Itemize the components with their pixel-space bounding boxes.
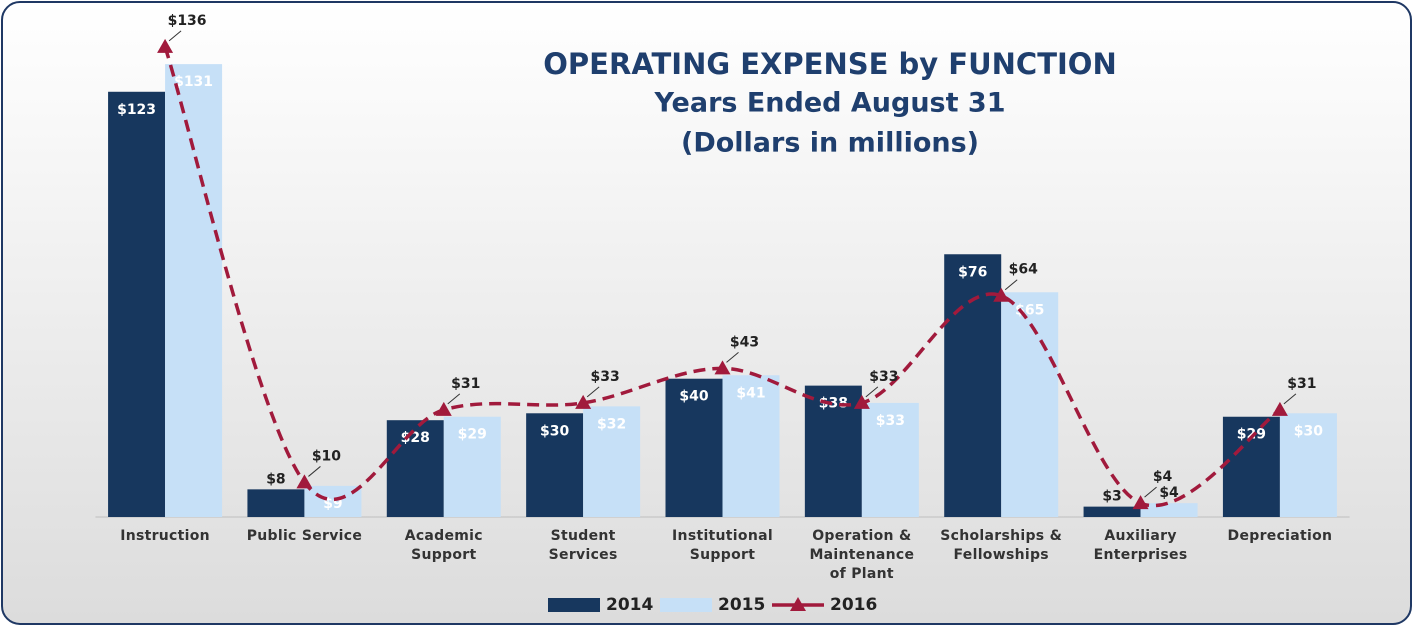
bar bbox=[247, 489, 305, 517]
line-marker bbox=[1271, 401, 1288, 416]
chart-title: OPERATING EXPENSE by FUNCTION bbox=[543, 47, 1116, 81]
leader-line bbox=[447, 393, 461, 405]
x-tick-label: Academic Support bbox=[404, 528, 483, 563]
data-label: $10 bbox=[312, 448, 341, 464]
data-label: $33 bbox=[876, 413, 905, 429]
data-label: $29 bbox=[458, 427, 487, 443]
leader-line bbox=[726, 351, 739, 363]
legend-swatch bbox=[790, 597, 806, 611]
line-marker bbox=[296, 474, 313, 489]
line-marker bbox=[714, 360, 731, 375]
data-label: $131 bbox=[174, 74, 213, 90]
bar bbox=[443, 416, 501, 517]
chart-units: (Dollars in millions) bbox=[681, 128, 979, 159]
data-label: $33 bbox=[591, 369, 620, 385]
data-label: $38 bbox=[819, 396, 848, 412]
legend-label: 2016 bbox=[830, 595, 877, 615]
data-label: $33 bbox=[869, 369, 898, 385]
x-tick-label: Instruction bbox=[120, 528, 210, 544]
data-label: $76 bbox=[958, 264, 987, 280]
bar bbox=[1001, 292, 1059, 517]
leader-line bbox=[168, 30, 182, 42]
bar bbox=[722, 375, 780, 517]
line-marker bbox=[993, 287, 1010, 302]
bar bbox=[1083, 506, 1141, 517]
leader-line bbox=[1283, 393, 1297, 405]
line-marker bbox=[575, 394, 592, 409]
x-tick-label: Auxiliary Enterprises bbox=[1093, 528, 1188, 563]
data-label: $3 bbox=[1102, 489, 1121, 505]
data-label: $30 bbox=[1294, 423, 1323, 439]
data-label: $8 bbox=[266, 471, 285, 487]
data-label: $31 bbox=[1287, 376, 1316, 392]
legend-label: 2015 bbox=[718, 595, 765, 615]
data-label: $31 bbox=[451, 376, 480, 392]
data-label: $32 bbox=[597, 416, 626, 432]
x-tick-label: Public Service bbox=[246, 528, 363, 544]
x-tick-label: Institutional Support bbox=[672, 528, 773, 563]
bar bbox=[583, 406, 641, 517]
data-label: $4 bbox=[1153, 469, 1173, 485]
data-label: $123 bbox=[117, 102, 156, 118]
bar bbox=[108, 91, 166, 518]
line-marker bbox=[157, 38, 174, 53]
bar bbox=[526, 413, 584, 517]
bar bbox=[386, 420, 444, 517]
bar bbox=[665, 378, 723, 517]
data-label: $64 bbox=[1009, 262, 1038, 278]
legend-swatch bbox=[660, 598, 712, 612]
bar bbox=[804, 385, 862, 517]
x-tick-label: Scholarships & Fellowships bbox=[940, 528, 1063, 563]
x-tick-label: Operation & Maintenance of Plant bbox=[809, 528, 915, 582]
line-marker bbox=[435, 401, 452, 416]
bar bbox=[861, 402, 919, 517]
x-tick-label: Student Services bbox=[548, 528, 618, 563]
data-label: $30 bbox=[540, 423, 569, 439]
chart-subtitle: Years Ended August 31 bbox=[653, 88, 1005, 119]
leader-line bbox=[1144, 486, 1157, 498]
bar bbox=[1140, 503, 1198, 517]
data-label: $43 bbox=[730, 334, 759, 350]
data-label: $40 bbox=[679, 389, 708, 405]
bar bbox=[1222, 416, 1280, 517]
leader-line bbox=[1004, 279, 1018, 291]
bar bbox=[1279, 413, 1337, 517]
x-tick-label: Depreciation bbox=[1227, 528, 1333, 544]
data-label: $4 bbox=[1159, 485, 1179, 501]
data-label: $41 bbox=[736, 385, 765, 401]
line-marker bbox=[1132, 495, 1149, 510]
legend-swatch bbox=[548, 598, 600, 612]
legend-label: 2014 bbox=[606, 595, 653, 615]
line-marker bbox=[853, 394, 870, 409]
leader-line bbox=[308, 466, 321, 477]
data-label: $136 bbox=[168, 13, 207, 29]
leader-line bbox=[586, 386, 600, 398]
bar bbox=[165, 64, 223, 517]
leader-line bbox=[865, 386, 879, 398]
